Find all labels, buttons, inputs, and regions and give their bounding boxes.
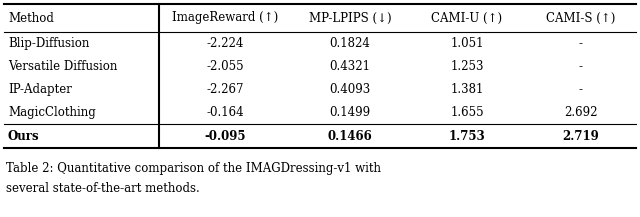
Text: -: - (579, 60, 582, 73)
Text: -0.095: -0.095 (204, 130, 246, 143)
Text: 1.753: 1.753 (449, 130, 485, 143)
Text: Table 2: Quantitative comparison of the IMAGDressing-v1 with: Table 2: Quantitative comparison of the … (6, 162, 381, 175)
Text: Ours: Ours (8, 130, 40, 143)
Text: 2.719: 2.719 (563, 130, 599, 143)
Text: several state-of-the-art methods.: several state-of-the-art methods. (6, 182, 200, 195)
Text: IP-Adapter: IP-Adapter (8, 83, 72, 96)
Text: 1.655: 1.655 (450, 106, 484, 119)
Text: Blip-Diffusion: Blip-Diffusion (8, 37, 90, 50)
Text: MP-LPIPS (↓): MP-LPIPS (↓) (308, 12, 391, 25)
Text: ImageReward (↑): ImageReward (↑) (172, 12, 278, 25)
Text: 0.1499: 0.1499 (330, 106, 371, 119)
Text: 0.1824: 0.1824 (330, 37, 371, 50)
Text: -2.224: -2.224 (207, 37, 244, 50)
Text: 0.4321: 0.4321 (330, 60, 371, 73)
Text: -: - (579, 37, 582, 50)
Text: -2.267: -2.267 (207, 83, 244, 96)
Text: MagicClothing: MagicClothing (8, 106, 96, 119)
Text: 1.051: 1.051 (450, 37, 484, 50)
Text: Versatile Diffusion: Versatile Diffusion (8, 60, 117, 73)
Text: CAMI-U (↑): CAMI-U (↑) (431, 12, 502, 25)
Text: 1.381: 1.381 (451, 83, 484, 96)
Text: CAMI-S (↑): CAMI-S (↑) (546, 12, 616, 25)
Text: -2.055: -2.055 (206, 60, 244, 73)
Text: -: - (579, 83, 582, 96)
Text: 2.692: 2.692 (564, 106, 598, 119)
Text: 0.4093: 0.4093 (330, 83, 371, 96)
Text: -0.164: -0.164 (206, 106, 244, 119)
Text: Method: Method (8, 12, 54, 25)
Text: 1.253: 1.253 (450, 60, 484, 73)
Text: 0.1466: 0.1466 (328, 130, 372, 143)
